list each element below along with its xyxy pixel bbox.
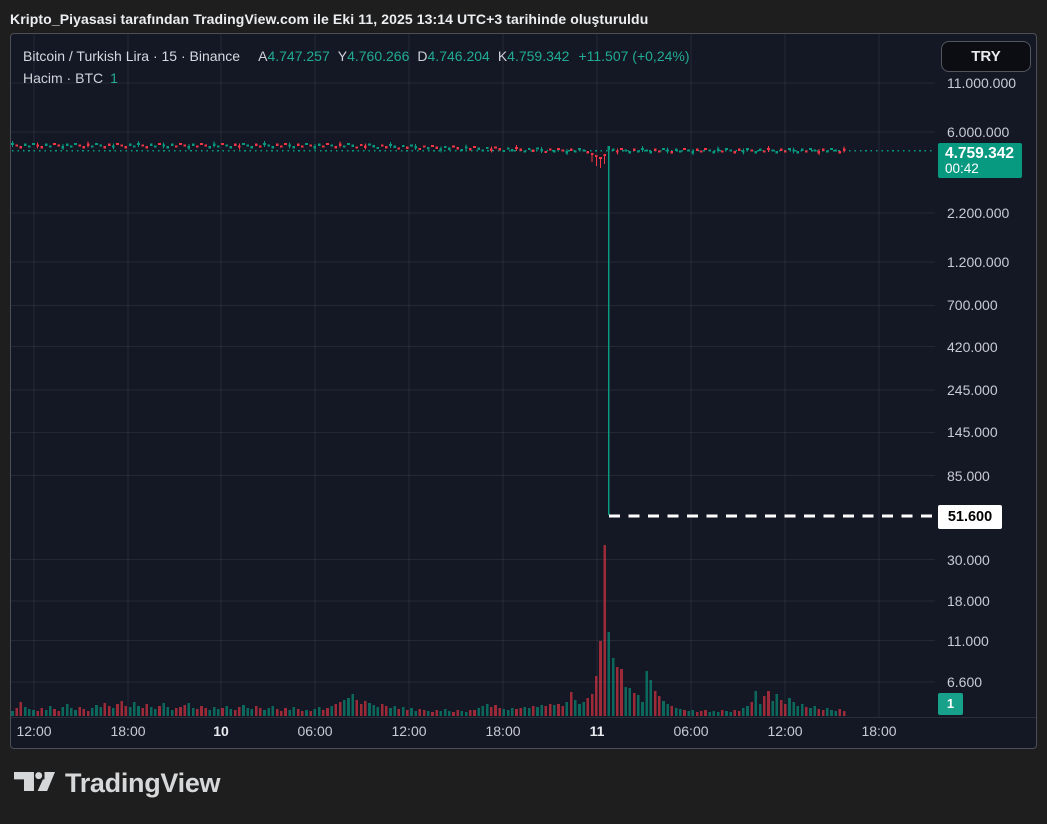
price-axis-label: 11.000: [947, 632, 989, 649]
chart-widget: Bitcoin / Turkish Lira · 15 · Binance A4.…: [10, 33, 1037, 749]
time-axis-label: 11: [589, 723, 605, 739]
time-axis-label: 18:00: [110, 723, 146, 739]
time-axis[interactable]: 12:00 18:00 10 06:00 12:00 18:00 11 06:00 12:00 1…: [11, 715, 936, 748]
price-axis-label: 700.000: [947, 297, 998, 314]
chart-canvas[interactable]: [11, 34, 1036, 748]
time-axis-label: 18:00: [485, 723, 521, 739]
time-axis-label: 12:00: [16, 723, 52, 739]
time-axis-label: 18:00: [861, 723, 897, 739]
ohlc-key: A: [258, 48, 268, 64]
time-axis-label: 12:00: [767, 723, 803, 739]
price-axis-label: 18.000: [947, 592, 990, 609]
ohlc-value: 4.747.257: [267, 48, 330, 64]
last-price-value: 4.759.342: [945, 145, 1014, 162]
ohlc-value: 4.759.342: [507, 48, 570, 64]
price-axis-label: 11.000.000: [947, 75, 1017, 91]
tradingview-logo-icon: [14, 771, 55, 796]
price-change: +11.507 (+0,24%): [578, 48, 690, 64]
time-axis-label: 06:00: [297, 723, 333, 739]
legend-row-symbol: Bitcoin / Turkish Lira · 15 · Binance A4.…: [23, 45, 690, 67]
time-axis-label: 12:00: [391, 723, 427, 739]
price-axis-label: 6.000.000: [947, 123, 1010, 140]
bar-countdown: 00:42: [945, 161, 979, 176]
volume-indicator-label: Hacim · BTC: [23, 70, 104, 86]
volume-axis-label: 1: [938, 693, 963, 715]
last-price-label: 4.759.342 00:42: [938, 143, 1022, 178]
price-axis-label: 6.600: [947, 673, 983, 690]
crash-low-label: 51.600: [938, 505, 1002, 529]
ohlc-key: Y: [337, 48, 348, 64]
tradingview-footer: TradingView: [14, 768, 221, 799]
ohlc-value: 4.760.266: [347, 48, 410, 64]
chart-legend: Bitcoin / Turkish Lira · 15 · Binance A4.…: [23, 45, 690, 89]
price-axis-label: 30.000: [947, 551, 990, 568]
time-axis-label: 10: [213, 723, 229, 739]
ohlc-values: A4.747.257 Y4.760.266 D4.746.204 K4.759.342: [250, 48, 569, 64]
ohlc-value: 4.746.204: [427, 48, 490, 64]
price-axis-label: 145.000: [947, 424, 998, 441]
tradingview-logo-text: TradingView: [65, 768, 221, 798]
ohlc-key: D: [417, 48, 428, 64]
price-axis-label: 420.000: [947, 338, 998, 355]
time-axis-label: 06:00: [673, 723, 709, 739]
symbol-title: Bitcoin / Turkish Lira · 15 · Binance: [23, 48, 241, 64]
attribution-text: Kripto_Piyasasi tarafından TradingView.c…: [10, 11, 649, 27]
price-axis[interactable]: TRY 4.759.342 00:42 51.600 1 11.000.000 6…: [936, 34, 1036, 715]
price-axis-label: 85.000: [947, 467, 990, 484]
ohlc-key: K: [497, 48, 508, 64]
price-axis-label: 2.200.000: [947, 204, 1010, 221]
legend-row-volume: Hacim · BTC 1: [23, 67, 690, 89]
price-axis-label: 1.200.000: [947, 253, 1010, 270]
currency-toggle-button[interactable]: TRY: [941, 41, 1031, 72]
price-axis-label: 245.000: [947, 382, 998, 399]
volume-indicator-value: 1: [110, 70, 118, 86]
